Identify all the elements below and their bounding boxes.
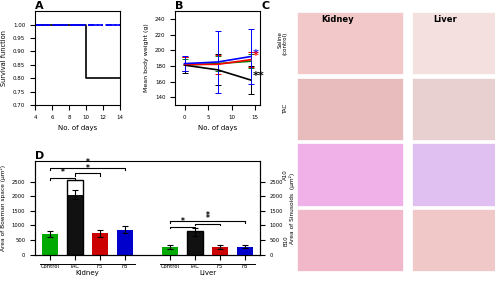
FancyBboxPatch shape xyxy=(297,12,403,74)
Text: *: * xyxy=(180,217,184,226)
Text: A10: A10 xyxy=(283,169,288,180)
Text: *: * xyxy=(60,168,64,177)
Y-axis label: Survival function: Survival function xyxy=(2,30,8,86)
Text: TAC: TAC xyxy=(283,104,288,114)
Bar xyxy=(212,247,228,255)
Legend: Control (Saline), TAC, A10, B10: Control (Saline), TAC, A10, B10 xyxy=(166,0,269,1)
Text: Liver: Liver xyxy=(434,15,458,24)
FancyBboxPatch shape xyxy=(412,209,500,271)
Text: Kidney: Kidney xyxy=(321,15,354,24)
Text: Saline
(control): Saline (control) xyxy=(277,31,288,55)
X-axis label: No. of days: No. of days xyxy=(198,125,237,131)
FancyBboxPatch shape xyxy=(297,209,403,271)
Bar xyxy=(117,230,133,255)
Text: *: * xyxy=(253,51,259,61)
X-axis label: No. of days: No. of days xyxy=(58,125,97,131)
Text: B10: B10 xyxy=(283,235,288,246)
Text: *: * xyxy=(86,158,89,167)
Text: *: * xyxy=(206,211,210,220)
Bar xyxy=(187,231,203,255)
FancyBboxPatch shape xyxy=(412,78,500,140)
Y-axis label: Area of Bowman space (μm²): Area of Bowman space (μm²) xyxy=(0,165,6,251)
Bar xyxy=(162,247,178,255)
Bar xyxy=(187,232,203,255)
Y-axis label: Area of Sinusoids  (μm²): Area of Sinusoids (μm²) xyxy=(289,172,295,243)
Text: A: A xyxy=(35,1,43,11)
Bar xyxy=(42,234,58,255)
Bar xyxy=(67,195,83,255)
FancyBboxPatch shape xyxy=(297,143,403,206)
Bar xyxy=(67,180,83,255)
Text: Kidney: Kidney xyxy=(76,270,100,276)
Text: B: B xyxy=(175,1,184,11)
Y-axis label: Mean body weight (g): Mean body weight (g) xyxy=(144,24,150,93)
FancyBboxPatch shape xyxy=(412,12,500,74)
Bar xyxy=(237,246,253,255)
FancyBboxPatch shape xyxy=(412,143,500,206)
Text: **: ** xyxy=(253,71,264,81)
Text: C: C xyxy=(261,1,269,11)
Text: *: * xyxy=(253,49,259,59)
Text: Liver: Liver xyxy=(199,270,216,276)
FancyBboxPatch shape xyxy=(297,78,403,140)
Text: *: * xyxy=(206,215,210,223)
Text: D: D xyxy=(35,151,44,161)
Text: *: * xyxy=(86,164,89,173)
Bar xyxy=(92,233,108,255)
Legend: Survival(TAC), Survival(A10), Survival(B10): Survival(TAC), Survival(A10), Survival(B… xyxy=(16,0,138,1)
